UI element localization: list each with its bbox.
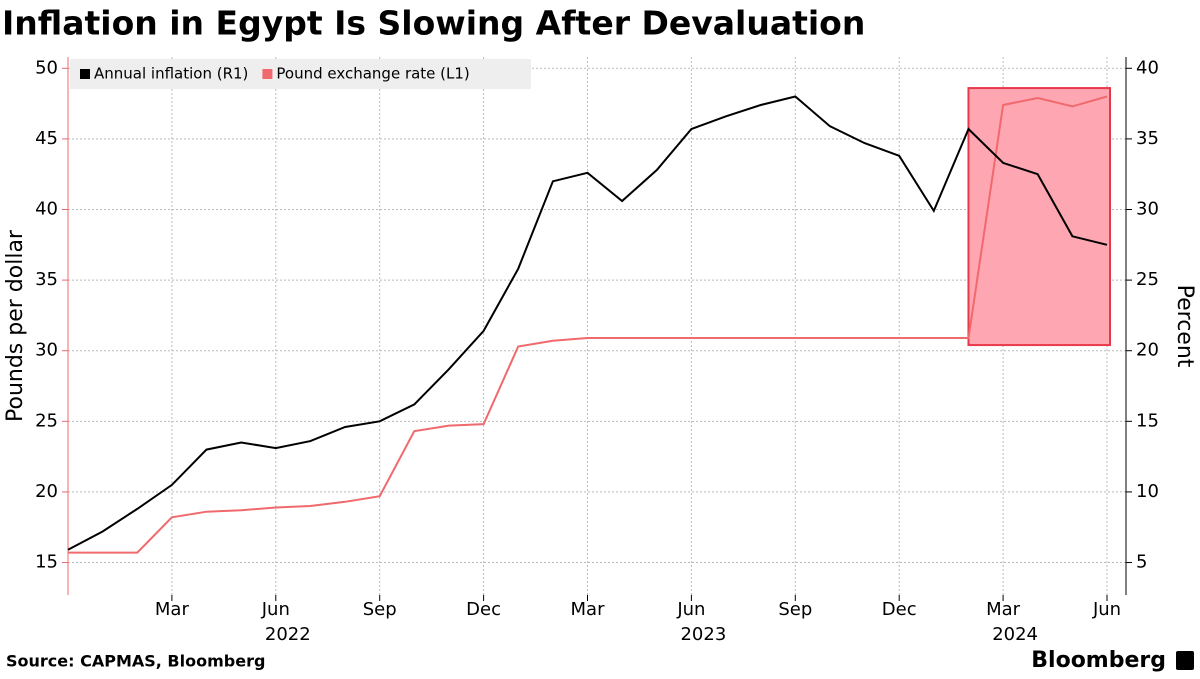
x-tick-label: Mar: [155, 599, 190, 620]
y2-tick-label: 5: [1136, 552, 1147, 573]
y-axis-label: Pounds per dollar: [3, 229, 28, 422]
y-tick-label: 20: [35, 481, 58, 502]
legend-bg: [70, 59, 531, 89]
legend-label: Annual inflation (R1): [94, 65, 248, 83]
y-tick-label: 30: [35, 340, 58, 361]
y-tick-label: 45: [35, 128, 58, 149]
x-year-label: 2023: [680, 624, 726, 645]
grid: [68, 57, 1126, 595]
x-tick-label: Dec: [466, 599, 501, 620]
legend-swatch: [80, 69, 90, 79]
x-tick-label: Mar: [571, 599, 606, 620]
highlight-box: [967, 87, 1112, 347]
y-tick-label: 35: [35, 269, 58, 290]
y2-axis-label: Percent: [1172, 285, 1197, 368]
y2-tick-label: 15: [1136, 410, 1159, 431]
brand-icon: [1176, 651, 1194, 670]
y2-tick-label: 30: [1136, 199, 1159, 220]
y2-tick-label: 20: [1136, 340, 1159, 361]
x-tick-label: Sep: [363, 599, 397, 620]
x-year-label: 2022: [265, 624, 311, 645]
x-tick-label: Sep: [778, 599, 812, 620]
legend-label: Pound exchange rate (L1): [276, 65, 469, 83]
chart-title: Inflation in Egypt Is Slowing After Deva…: [2, 4, 865, 43]
line-series: [68, 95, 1108, 554]
source: Source: CAPMAS, Bloomberg: [6, 652, 265, 671]
legend: Annual inflation (R1) Pound exchange rate…: [70, 59, 531, 89]
y-tick-label: 40: [35, 199, 58, 220]
x-tick-label: Jun: [676, 599, 705, 620]
x-year-label: 2024: [992, 624, 1038, 645]
x-tick-label: Dec: [882, 599, 917, 620]
brand: Bloomberg: [1031, 648, 1166, 673]
y2-tick-label: 35: [1136, 128, 1159, 149]
y2-tick-label: 40: [1136, 57, 1159, 78]
y2-tick-label: 25: [1136, 269, 1159, 290]
x-tick-label: Jun: [1092, 599, 1121, 620]
y-tick-label: 15: [35, 552, 58, 573]
x-tick-label: Mar: [986, 599, 1021, 620]
line-series: [67, 95, 1108, 551]
y-tick-label: 50: [35, 57, 58, 78]
y2-tick-label: 10: [1136, 481, 1159, 502]
x-tick-label: Jun: [261, 599, 290, 620]
legend-swatch: [262, 69, 273, 79]
y-tick-label: 25: [35, 410, 58, 431]
